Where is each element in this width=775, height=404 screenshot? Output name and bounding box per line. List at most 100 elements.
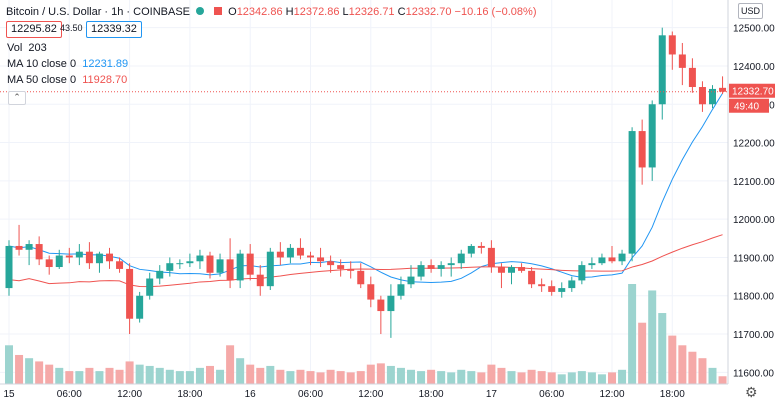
candle-body — [337, 265, 345, 269]
candle-body — [377, 299, 385, 312]
candle-body — [226, 259, 234, 281]
volume-bar — [487, 364, 496, 384]
sell-price-button[interactable]: 12295.82 — [6, 21, 62, 38]
volume-bar — [477, 372, 486, 384]
volume-bar — [628, 284, 637, 384]
volume-bar — [185, 371, 194, 384]
low-value: 12326.71 — [348, 6, 395, 18]
volume-bar — [366, 364, 375, 384]
candle-body — [508, 267, 515, 273]
volume-bar — [226, 345, 235, 384]
flag-icon[interactable] — [214, 7, 222, 15]
candle-body — [548, 286, 556, 292]
x-tick-label: 15 — [3, 389, 15, 400]
symbol-title: Bitcoin / U.S. Dollar · 1h · COINBASE — [6, 6, 190, 18]
last-price-value: 12332.70 — [732, 87, 774, 98]
candle-body — [276, 251, 284, 258]
settings-gear-icon[interactable]: ⚙ — [745, 384, 758, 400]
volume-bar — [407, 369, 415, 384]
y-tick-label: 11900.00 — [733, 253, 774, 264]
x-tick-label: 12:00 — [117, 389, 142, 400]
y-tick-label: 11800.00 — [733, 292, 774, 303]
volume-bar — [537, 371, 546, 384]
volume-bar — [587, 372, 596, 384]
x-tick-label: 12:00 — [599, 389, 624, 400]
volume-indicator[interactable]: Vol 203 — [7, 42, 47, 54]
candle-body — [95, 253, 103, 264]
candle-body — [5, 245, 13, 289]
candle-body — [588, 263, 596, 266]
ma10-indicator[interactable]: MA 10 close 0 12231.89 — [7, 58, 128, 70]
volume-bar — [577, 371, 586, 384]
candle-body — [317, 257, 325, 262]
candle-body — [558, 288, 566, 292]
x-tick-label: 12:00 — [358, 389, 383, 400]
candle-body — [397, 284, 405, 296]
volume-bar — [527, 369, 536, 384]
candle-body — [578, 265, 586, 281]
volume-bar — [678, 345, 687, 384]
volume-bar — [608, 372, 616, 384]
y-tick-label: 12500.00 — [733, 24, 775, 35]
close-value: 12332.70 — [405, 6, 452, 18]
candle-body — [136, 295, 144, 319]
candle-body — [467, 245, 475, 254]
ma10-label: MA 10 close 0 — [7, 58, 77, 70]
volume-bar — [125, 361, 134, 384]
volume-bar — [175, 371, 184, 384]
volume-bar — [206, 365, 214, 384]
candle-body — [648, 104, 656, 168]
volume-bar — [296, 369, 305, 384]
volume-bar — [45, 364, 54, 384]
currency-button[interactable]: USD — [738, 3, 763, 19]
ma50-line — [8, 234, 723, 288]
volume-bar — [286, 371, 295, 384]
candle-body — [688, 67, 696, 88]
candle-body — [166, 263, 174, 271]
candle-body — [206, 255, 214, 273]
collapse-legend-icon[interactable]: ⌃ — [8, 91, 26, 105]
volume-bar — [427, 369, 436, 384]
candle-body — [116, 261, 124, 269]
ma50-indicator[interactable]: MA 50 close 0 11928.70 — [7, 74, 127, 86]
candle-body — [528, 270, 536, 285]
y-tick-label: 12000.00 — [733, 215, 775, 226]
candle-body — [417, 265, 425, 277]
volume-bar — [648, 290, 657, 384]
volume-label: Vol — [7, 42, 23, 54]
candle-body — [668, 35, 676, 55]
open-value: 12342.86 — [236, 6, 283, 18]
x-tick-label: 18:00 — [660, 389, 685, 400]
candle-body — [437, 265, 445, 269]
buy-price-button[interactable]: 12339.32 — [86, 21, 142, 38]
last-price-tag — [729, 83, 775, 98]
volume-bar — [447, 372, 456, 384]
candle-body — [196, 255, 204, 262]
candle-body — [357, 270, 365, 285]
volume-bar — [417, 371, 426, 384]
ohlc-values: O12342.86 H12372.86 L12326.71 C12332.70 … — [228, 6, 537, 18]
candle-body — [25, 244, 33, 250]
candle-body — [457, 253, 465, 264]
volume-bar — [718, 376, 727, 384]
candle-body — [256, 274, 264, 287]
x-tick-label: 06:00 — [298, 389, 323, 400]
volume-bar — [517, 372, 526, 384]
candle-body — [638, 131, 646, 168]
volume-bar — [65, 371, 74, 384]
volume-bar — [638, 322, 647, 384]
volume-bar — [567, 372, 576, 384]
candle-body — [497, 267, 505, 273]
volume-bar — [25, 358, 34, 384]
candle-body — [387, 295, 395, 312]
candle-body — [35, 244, 43, 260]
volume-bar — [336, 371, 345, 384]
volume-bar — [346, 372, 355, 384]
ma10-value: 12231.89 — [82, 58, 129, 70]
volume-bar — [246, 364, 255, 384]
high-value: 12372.86 — [293, 6, 340, 18]
x-tick-label: 06:00 — [539, 389, 564, 400]
volume-bar — [597, 374, 606, 384]
volume-bar — [105, 367, 114, 384]
